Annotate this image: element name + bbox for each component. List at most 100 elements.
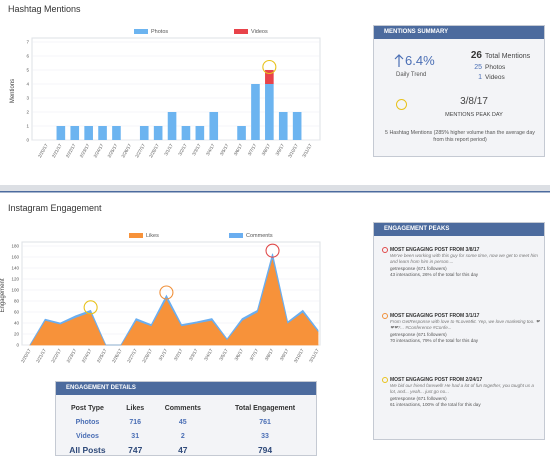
- area: [29, 253, 319, 346]
- cell: 761: [259, 418, 271, 426]
- y-tick-label: 20: [14, 332, 20, 337]
- bar: [209, 112, 219, 140]
- x-tick-label: 3/9/17: [279, 348, 290, 362]
- chart-title: Hashtag Mentions: [8, 4, 81, 14]
- cell: 31: [131, 432, 140, 440]
- x-tick-label: 3/1/17: [158, 348, 169, 362]
- cell: 45: [178, 418, 187, 426]
- bar: [265, 70, 274, 84]
- panel-header: ENGAGEMENT DETAILS: [56, 382, 316, 395]
- table-row: Videos 31 2 33: [56, 429, 316, 443]
- chart-title: Instagram Engagement: [8, 203, 102, 213]
- peak-marker: [83, 300, 98, 315]
- y-tick-label: 0: [26, 138, 29, 143]
- x-tick-label: 2/22/17: [65, 143, 77, 159]
- videos-label: Videos: [485, 74, 505, 81]
- x-tick-label: 3/3/17: [188, 348, 199, 362]
- column-header: Comments: [164, 404, 201, 412]
- x-tick-label: 3/3/17: [191, 143, 202, 157]
- photos: 25: [474, 64, 482, 71]
- x-tick-label: 3/2/17: [177, 143, 188, 157]
- y-tick-label: 40: [14, 321, 20, 326]
- column-header: Total Engagement: [234, 404, 296, 412]
- post-text: We've been working with this guy for som…: [390, 253, 538, 265]
- y-tick-label: 5: [26, 68, 29, 73]
- post-stats: 43 interactions, 26% of the total for th…: [390, 271, 479, 277]
- cell: 716: [129, 418, 142, 426]
- cell: 794: [257, 445, 273, 455]
- x-tick-label: 3/8/17: [261, 143, 272, 157]
- x-tick-label: 2/21/17: [51, 143, 63, 159]
- legend-label: Photos: [151, 29, 168, 35]
- bar: [98, 126, 107, 140]
- peak-marker: [262, 59, 277, 75]
- x-tick-label: 3/4/17: [203, 348, 214, 362]
- photos-label: Photos: [485, 64, 506, 71]
- cell: Videos: [76, 432, 99, 440]
- post-account: getresponse (671 followers): [390, 395, 447, 401]
- engagement-details: ENGAGEMENT DETAILS Post Type Likes Comme…: [55, 381, 317, 456]
- x-tick-label: 3/7/17: [247, 143, 258, 157]
- bar: [292, 112, 302, 140]
- post-title: MOST ENGAGING POST FROM 2/24/17: [390, 377, 483, 383]
- bar: [167, 112, 177, 140]
- bar: [251, 84, 260, 140]
- cell: 747: [128, 445, 143, 455]
- x-tick-label: 3/11/17: [308, 348, 320, 364]
- y-tick-label: 100: [11, 288, 19, 293]
- x-tick-label: 3/4/17: [205, 143, 216, 157]
- legend-label: Videos: [251, 29, 268, 35]
- cell: 47: [178, 445, 188, 455]
- bar: [181, 126, 191, 140]
- peak-note: 5 Hashtag Mentions (285% higher volume t…: [385, 130, 535, 143]
- panel-header: ENGAGEMENT PEAKS: [374, 223, 544, 236]
- y-axis-label: Mentions: [10, 79, 16, 103]
- bar: [56, 126, 66, 140]
- x-tick-label: 2/26/17: [111, 348, 123, 364]
- x-tick-label: 2/24/17: [93, 143, 105, 159]
- x-tick-label: 3/5/17: [218, 348, 229, 362]
- x-tick-label: 2/20/17: [37, 143, 49, 159]
- peak-marker: [159, 285, 174, 300]
- x-tick-label: 3/11/17: [301, 143, 313, 159]
- mentions-summary: MENTIONS SUMMARY 6.4% Daily Trend 26 Tot…: [373, 25, 545, 157]
- x-tick-label: 2/27/17: [134, 143, 146, 159]
- y-tick-label: 4: [26, 82, 29, 87]
- details-table: Post Type Likes Comments Total Engagemen…: [56, 401, 316, 457]
- x-tick-label: 3/6/17: [233, 348, 244, 362]
- legend-swatch: [229, 233, 243, 238]
- trend-arrow: [394, 54, 404, 67]
- post-text: From GetResponse with love to #LoveMkt. …: [390, 319, 540, 331]
- x-tick-label: 2/25/17: [106, 143, 118, 159]
- y-tick-label: 120: [11, 277, 19, 282]
- table-row: All Posts 747 47 794: [56, 443, 316, 457]
- peak-post: MOST ENGAGING POST FROM 3/1/17 From GetR…: [382, 313, 540, 344]
- x-tick-label: 2/23/17: [79, 143, 91, 159]
- table-header: Post Type Likes Comments Total Engagemen…: [56, 401, 316, 415]
- bar: [237, 126, 246, 140]
- separator: [0, 185, 550, 192]
- bar: [84, 126, 93, 140]
- x-tick-label: 3/6/17: [233, 143, 244, 157]
- x-tick-label: 2/24/17: [81, 348, 93, 364]
- panel-header: MENTIONS SUMMARY: [374, 26, 544, 39]
- y-tick-label: 0: [16, 343, 19, 348]
- x-tick-label: 2/21/17: [35, 348, 47, 364]
- total: 26: [470, 50, 482, 61]
- cell: 2: [180, 432, 185, 440]
- y-tick-label: 80: [14, 299, 20, 304]
- y-tick-label: 1: [26, 124, 29, 129]
- x-tick-label: 2/20/17: [20, 348, 32, 364]
- cell: 33: [261, 432, 269, 440]
- x-tick-label: 2/28/17: [148, 143, 160, 159]
- peak-marker: [265, 243, 280, 258]
- y-tick-label: 2: [26, 110, 29, 115]
- x-tick-label: 3/5/17: [219, 143, 230, 157]
- peak-icon: [396, 99, 407, 110]
- y-tick-label: 140: [11, 266, 19, 271]
- peak-post: MOST ENGAGING POST FROM 2/24/17 We bid o…: [382, 377, 540, 408]
- x-tick-label: 2/28/17: [141, 348, 153, 364]
- bar: [153, 126, 163, 140]
